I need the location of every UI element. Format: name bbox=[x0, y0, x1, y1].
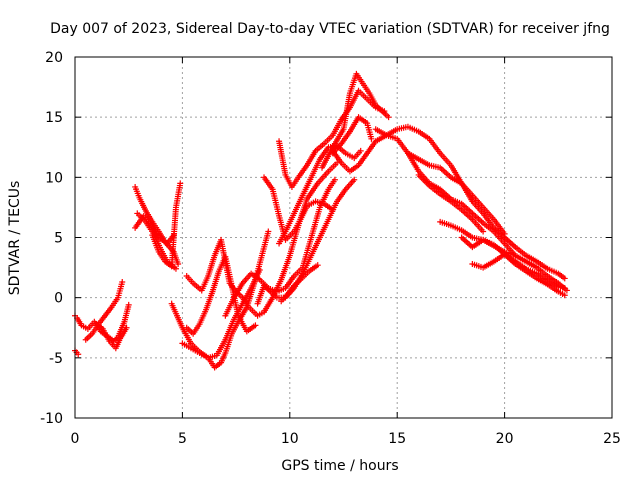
series-t15 bbox=[278, 262, 321, 305]
chart-title: Day 007 of 2023, Sidereal Day-to-day VTE… bbox=[50, 21, 610, 37]
series-t8 bbox=[132, 212, 177, 247]
series-t7 bbox=[149, 180, 184, 270]
data-point bbox=[331, 176, 338, 183]
axis-ticks: 0 5 10 15 20 25 -10 -5 0 5 10 15 20 bbox=[40, 50, 621, 447]
y-tick-label: 15 bbox=[45, 110, 63, 126]
series-t4 bbox=[72, 347, 82, 358]
y-tick-label: 0 bbox=[54, 291, 63, 307]
data-point bbox=[119, 279, 126, 286]
data-point bbox=[561, 292, 568, 299]
x-tick-label: 20 bbox=[496, 431, 514, 447]
data-point bbox=[385, 114, 392, 121]
data-point bbox=[357, 147, 364, 154]
y-tick-label: -10 bbox=[40, 411, 63, 427]
data-point bbox=[123, 324, 130, 331]
series-t9 bbox=[168, 228, 272, 371]
data-point bbox=[368, 135, 375, 142]
x-tick-label: 25 bbox=[603, 431, 621, 447]
series-t17 bbox=[276, 143, 364, 247]
x-tick-label: 10 bbox=[281, 431, 299, 447]
series-t18 bbox=[276, 87, 388, 190]
data-point bbox=[480, 228, 487, 235]
series-t16 bbox=[261, 174, 336, 243]
series-t27 bbox=[469, 251, 568, 292]
data-point bbox=[175, 260, 182, 267]
data-point bbox=[172, 265, 179, 272]
data-point bbox=[125, 301, 132, 308]
data-point bbox=[329, 206, 336, 213]
x-tick-label: 15 bbox=[388, 431, 406, 447]
series-t23 bbox=[404, 150, 519, 259]
data-point bbox=[75, 351, 82, 358]
data-point bbox=[501, 230, 508, 237]
data-point bbox=[177, 180, 184, 187]
series-t3 bbox=[93, 321, 130, 352]
data-point bbox=[561, 275, 568, 282]
x-axis-label: GPS time / hours bbox=[281, 458, 398, 474]
series-t2 bbox=[82, 279, 126, 343]
series-t22 bbox=[372, 126, 508, 237]
data-point bbox=[256, 266, 263, 273]
y-tick-label: 20 bbox=[45, 50, 63, 66]
y-tick-label: 5 bbox=[54, 231, 63, 247]
x-tick-label: 5 bbox=[178, 431, 187, 447]
data-point bbox=[252, 322, 259, 329]
series-t21 bbox=[329, 123, 568, 282]
y-tick-label: -5 bbox=[49, 351, 63, 367]
y-tick-label: 10 bbox=[45, 170, 63, 186]
data-point bbox=[265, 228, 272, 235]
data-point bbox=[314, 262, 321, 269]
y-axis-label: SDTVAR / TECUs bbox=[7, 181, 23, 296]
series-t24 bbox=[415, 171, 487, 235]
data-point bbox=[351, 176, 358, 183]
x-tick-label: 0 bbox=[71, 431, 80, 447]
data-point bbox=[561, 285, 568, 292]
data-points bbox=[72, 70, 570, 371]
data-point bbox=[170, 232, 177, 239]
